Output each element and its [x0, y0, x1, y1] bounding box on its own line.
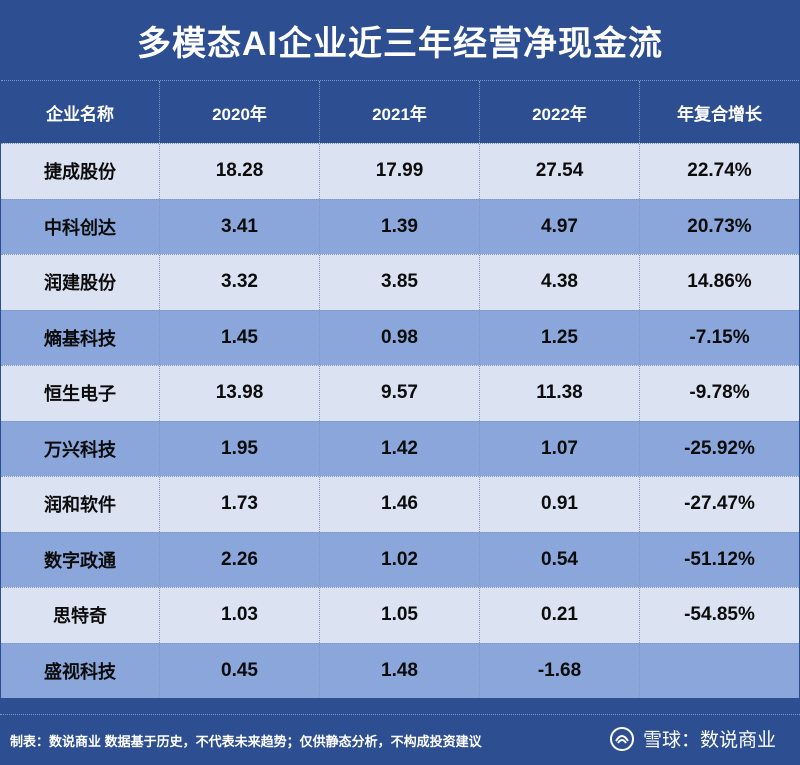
- company-name-cell: 润建股份: [44, 273, 116, 294]
- cash-flow-table: 企业名称 2020年 2021年 2022年 年复合增长 捷成股份 18.28 17…: [1, 80, 799, 698]
- value-cagr-cell: -9.78%: [639, 366, 799, 421]
- table-row: 万兴科技 1.95 1.42 1.07 -25.92%: [1, 420, 799, 476]
- value-cagr-cell: 20.73%: [639, 199, 799, 254]
- value-cagr-cell: -51.12%: [639, 532, 799, 587]
- value-2020-cell: 3.32: [159, 255, 319, 310]
- header-cagr: 年复合增长: [639, 81, 799, 143]
- table-row: 恒生电子 13.98 9.57 11.38 -9.78%: [1, 365, 799, 421]
- value-2022-cell: 4.97: [479, 199, 639, 254]
- value-2022-cell: 4.38: [479, 255, 639, 310]
- value-2020-cell: 3.41: [159, 199, 319, 254]
- company-name-cell: 思特奇: [53, 606, 107, 627]
- header-company-name: 企业名称: [46, 104, 114, 124]
- value-2021-cell: 1.39: [319, 199, 479, 254]
- company-name-cell: 万兴科技: [44, 439, 116, 460]
- company-name-cell: 中科创达: [44, 217, 116, 238]
- table-row: 盛视科技 0.45 1.48 -1.68: [1, 642, 799, 698]
- value-cagr-cell: 22.74%: [639, 144, 799, 199]
- table-row: 润建股份 3.32 3.85 4.38 14.86%: [1, 254, 799, 310]
- brand-label: 雪球：数说商业: [642, 730, 776, 751]
- header-2022: 2022年: [479, 81, 639, 143]
- value-cagr-cell: -25.92%: [639, 421, 799, 476]
- table-row: 捷成股份 18.28 17.99 27.54 22.74%: [1, 143, 799, 199]
- value-cagr-cell: -54.85%: [639, 588, 799, 643]
- value-2020-cell: 1.03: [159, 588, 319, 643]
- value-cagr-cell: -7.15%: [639, 310, 799, 365]
- value-2021-cell: 3.85: [319, 255, 479, 310]
- value-2021-cell: 1.48: [319, 643, 479, 698]
- company-name-cell: 熵基科技: [44, 328, 116, 349]
- value-2021-cell: 9.57: [319, 366, 479, 421]
- value-2021-cell: 1.02: [319, 532, 479, 587]
- value-2021-cell: 1.42: [319, 421, 479, 476]
- header-2020: 2020年: [159, 81, 319, 143]
- footer: 制表：数说商业 数据基于历史，不代表未来趋势；仅供静态分析，不构成投资建议 雪球…: [0, 714, 800, 765]
- company-name-cell: 数字政通: [44, 550, 116, 571]
- value-2020-cell: 18.28: [159, 144, 319, 199]
- value-2021-cell: 0.98: [319, 310, 479, 365]
- value-2022-cell: 0.91: [479, 477, 639, 532]
- page-title: 多模态AI企业近三年经营净现金流: [137, 24, 663, 63]
- snowball-logo-icon: [609, 726, 634, 751]
- company-name-cell: 捷成股份: [44, 162, 116, 183]
- value-cagr-cell: 14.86%: [639, 255, 799, 310]
- value-2022-cell: 27.54: [479, 144, 639, 199]
- table-row: 中科创达 3.41 1.39 4.97 20.73%: [1, 198, 799, 254]
- footer-note: 制表：数说商业 数据基于历史，不代表未来趋势；仅供静态分析，不构成投资建议: [10, 733, 482, 749]
- value-2022-cell: -1.68: [479, 643, 639, 698]
- table-row: 润和软件 1.73 1.46 0.91 -27.47%: [1, 476, 799, 532]
- value-2021-cell: 17.99: [319, 144, 479, 199]
- company-name-cell: 盛视科技: [44, 661, 116, 682]
- value-2020-cell: 1.45: [159, 310, 319, 365]
- value-2022-cell: 11.38: [479, 366, 639, 421]
- header-2021: 2021年: [319, 81, 479, 143]
- value-2022-cell: 1.07: [479, 421, 639, 476]
- table-row: 数字政通 2.26 1.02 0.54 -51.12%: [1, 531, 799, 587]
- value-2021-cell: 1.46: [319, 477, 479, 532]
- table-row: 熵基科技 1.45 0.98 1.25 -7.15%: [1, 309, 799, 365]
- value-2022-cell: 0.54: [479, 532, 639, 587]
- value-2020-cell: 1.73: [159, 477, 319, 532]
- table-body: 捷成股份 18.28 17.99 27.54 22.74% 中科创达 3.41 1.39 4.9…: [1, 143, 799, 698]
- value-2022-cell: 0.21: [479, 588, 639, 643]
- table-row: 思特奇 1.03 1.05 0.21 -54.85%: [1, 587, 799, 643]
- value-cagr-cell: [639, 643, 799, 698]
- value-2020-cell: 1.95: [159, 421, 319, 476]
- company-name-cell: 恒生电子: [44, 384, 116, 405]
- value-2020-cell: 0.45: [159, 643, 319, 698]
- value-2020-cell: 2.26: [159, 532, 319, 587]
- value-2020-cell: 13.98: [159, 366, 319, 421]
- value-cagr-cell: -27.47%: [639, 477, 799, 532]
- value-2022-cell: 1.25: [479, 310, 639, 365]
- value-2021-cell: 1.05: [319, 588, 479, 643]
- brand: 雪球：数说商业: [609, 725, 776, 752]
- table-header-row: 企业名称 2020年 2021年 2022年 年复合增长: [1, 80, 799, 143]
- company-name-cell: 润和软件: [44, 495, 116, 516]
